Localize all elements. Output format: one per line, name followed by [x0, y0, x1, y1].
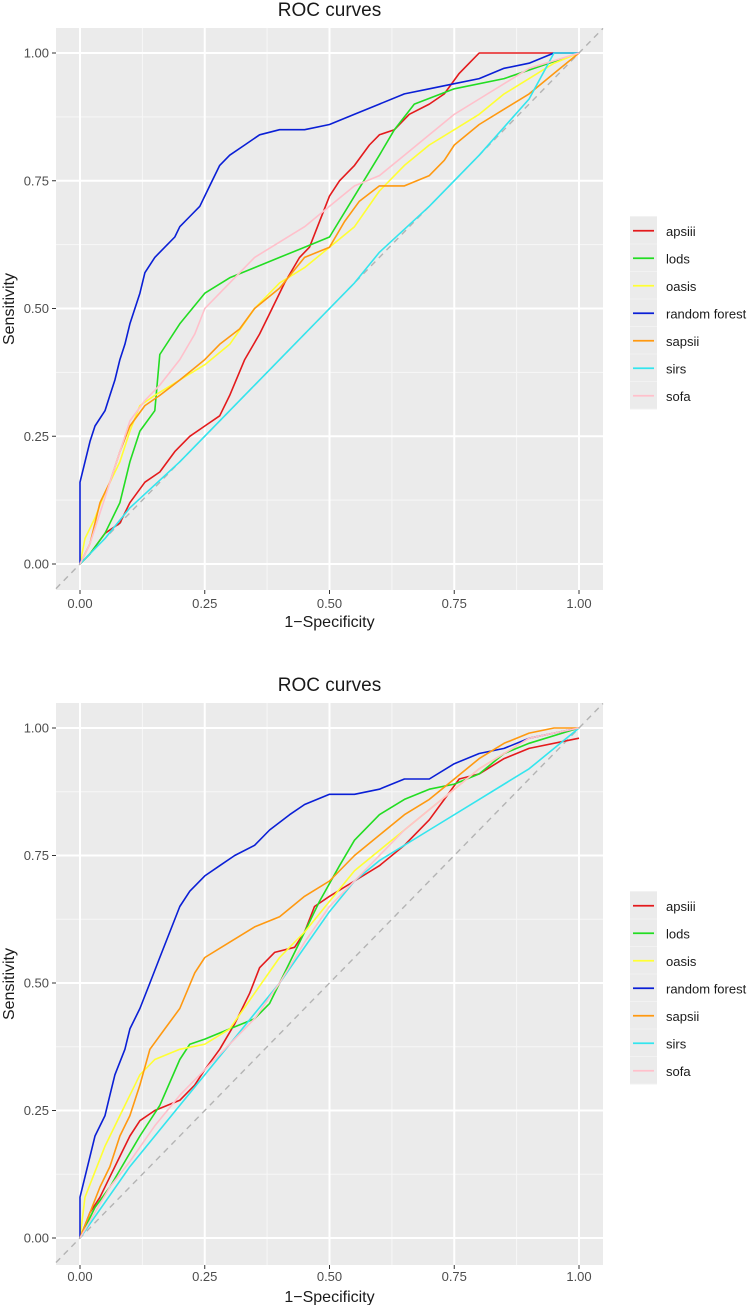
- chart-title: ROC curves: [278, 675, 381, 696]
- y-tick-label: 0.75: [24, 848, 49, 863]
- legend-label: lods: [666, 251, 690, 266]
- x-tick-label: 0.75: [442, 596, 467, 611]
- legend-label: sirs: [666, 1036, 687, 1051]
- roc-chart-1: ROC curves 0.00 0.25 0.50 0.75 1.00 0.00 0.25 0.…: [1, 0, 747, 631]
- y-tick-label: 0.25: [24, 1103, 49, 1118]
- y-tick-label: 0.00: [24, 1231, 49, 1246]
- y-tick-label: 1.00: [24, 46, 49, 61]
- legend-label: lods: [666, 926, 690, 941]
- series-line-sirs: [79, 52, 579, 565]
- y-tick-label: 0.50: [24, 301, 49, 316]
- x-tick-label: 0.50: [317, 596, 342, 611]
- chart-title: ROC curves: [278, 0, 381, 21]
- legend: apsiii lods oasis random forest sapsii sirs so…: [630, 216, 747, 410]
- diagonal-reference-line: [55, 702, 604, 1264]
- y-axis-title: Sensitivity: [1, 273, 18, 345]
- x-tick-label: 0.75: [442, 1269, 467, 1284]
- diagonal-reference-line: [55, 27, 604, 590]
- x-tick-label: 0.25: [192, 596, 217, 611]
- x-tick-label: 1.00: [566, 596, 591, 611]
- legend-label: random forest: [666, 306, 747, 321]
- x-tick-label: 0.00: [67, 1269, 92, 1284]
- series-line-sapsii: [79, 727, 579, 1239]
- y-tick-label: 0.25: [24, 429, 49, 444]
- series-line-sofa: [79, 727, 580, 1239]
- y-tick-label: 0.75: [24, 173, 49, 188]
- legend-label: sapsii: [666, 334, 699, 349]
- legend-label: oasis: [666, 279, 697, 294]
- series-line-lods: [79, 727, 580, 1239]
- y-axis-title: Sensitivity: [1, 948, 18, 1020]
- legend: apsiii lods oasis random forest sapsii sirs so…: [630, 891, 747, 1085]
- legend-label: oasis: [666, 954, 697, 969]
- legend-label: apsiii: [666, 899, 696, 914]
- x-tick-label: 0.00: [67, 596, 92, 611]
- series-line-lods: [79, 52, 580, 565]
- series-line-random-forest: [79, 727, 580, 1238]
- y-tick-label: 1.00: [24, 721, 49, 736]
- roc-chart-2: ROC curves 0.00 0.25 0.50 0.75 1.00 0.00 0.25 0.…: [1, 675, 747, 1305]
- y-tick-label: 0.00: [24, 557, 49, 572]
- series-line-random-forest: [79, 52, 579, 564]
- x-tick-label: 0.25: [192, 1269, 217, 1284]
- series-line-apsiii: [79, 52, 579, 565]
- legend-label: sofa: [666, 389, 691, 404]
- series-line-oasis: [79, 52, 580, 565]
- x-axis-title: 1−Specificity: [284, 614, 374, 631]
- series-line-sofa: [79, 52, 580, 565]
- x-tick-label: 0.50: [317, 1269, 342, 1284]
- x-axis-title: 1−Specificity: [284, 1289, 374, 1305]
- legend-label: sapsii: [666, 1009, 699, 1024]
- legend-label: sirs: [666, 361, 687, 376]
- x-tick-label: 1.00: [566, 1269, 591, 1284]
- legend-label: random forest: [666, 981, 747, 996]
- legend-label: apsiii: [666, 224, 696, 239]
- y-tick-label: 0.50: [24, 976, 49, 991]
- series-line-sirs: [79, 727, 580, 1239]
- legend-label: sofa: [666, 1064, 691, 1079]
